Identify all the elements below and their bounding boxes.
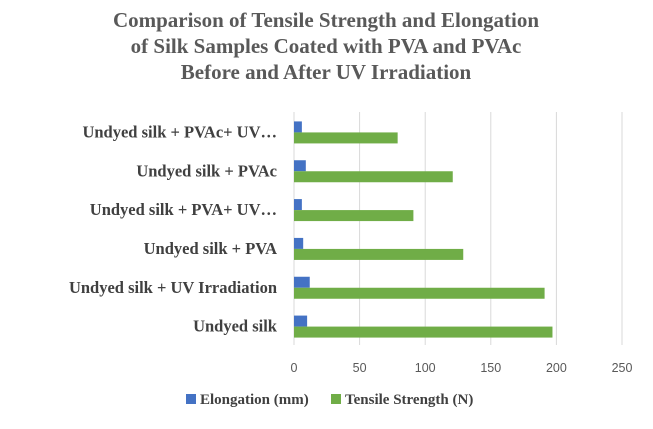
chart-title-line-3: Before and After UV Irradiation: [181, 60, 472, 84]
bar-elongation-mm-5: [294, 121, 302, 133]
x-tick-label-0: 0: [291, 361, 298, 375]
legend-label-elongation: Elongation (mm): [200, 392, 309, 408]
legend-swatch-elongation: [186, 394, 196, 404]
chart-title-line-1: Comparison of Tensile Strength and Elong…: [113, 8, 539, 32]
chart-title: Comparison of Tensile Strength and Elong…: [113, 8, 539, 84]
legend: Elongation (mm) Tensile Strength (N): [186, 392, 473, 408]
bar-tensile-strength-n-4: [294, 171, 453, 183]
bars: [294, 121, 553, 338]
bar-elongation-mm-2: [294, 237, 304, 249]
bar-elongation-mm-0: [294, 315, 308, 327]
bar-tensile-strength-n-0: [294, 326, 553, 338]
x-tick-label-250: 250: [612, 361, 633, 375]
category-label-0: Undyed silk: [193, 317, 278, 336]
x-tick-label-150: 150: [480, 361, 501, 375]
category-label-3: Undyed silk + PVA+ UV…: [90, 200, 277, 219]
x-tick-label-100: 100: [415, 361, 436, 375]
bar-tensile-strength-n-2: [294, 248, 464, 260]
bar-tensile-strength-n-5: [294, 132, 398, 144]
bar-elongation-mm-4: [294, 160, 306, 172]
x-tick-label-200: 200: [546, 361, 567, 375]
legend-swatch-tensile-strength: [331, 394, 341, 404]
category-labels: Undyed silk Undyed silk + UV Irradiation U…: [69, 122, 278, 335]
legend-label-tensile-strength: Tensile Strength (N): [345, 392, 473, 408]
bar-elongation-mm-3: [294, 199, 302, 211]
x-axis-ticks: 0 50 100 150 200 250: [291, 361, 633, 375]
category-label-5: Undyed silk + PVAc+ UV…: [82, 122, 277, 141]
gridlines: [293, 112, 623, 345]
bar-elongation-mm-1: [294, 276, 310, 288]
category-label-1: Undyed silk + UV Irradiation: [69, 278, 277, 297]
category-label-2: Undyed silk + PVA: [144, 239, 277, 258]
bar-tensile-strength-n-1: [294, 287, 545, 299]
x-tick-label-50: 50: [353, 361, 367, 375]
bar-tensile-strength-n-3: [294, 210, 414, 222]
category-label-4: Undyed silk + PVAc: [136, 161, 277, 180]
chart-title-line-2: of Silk Samples Coated with PVA and PVAc: [131, 34, 522, 58]
